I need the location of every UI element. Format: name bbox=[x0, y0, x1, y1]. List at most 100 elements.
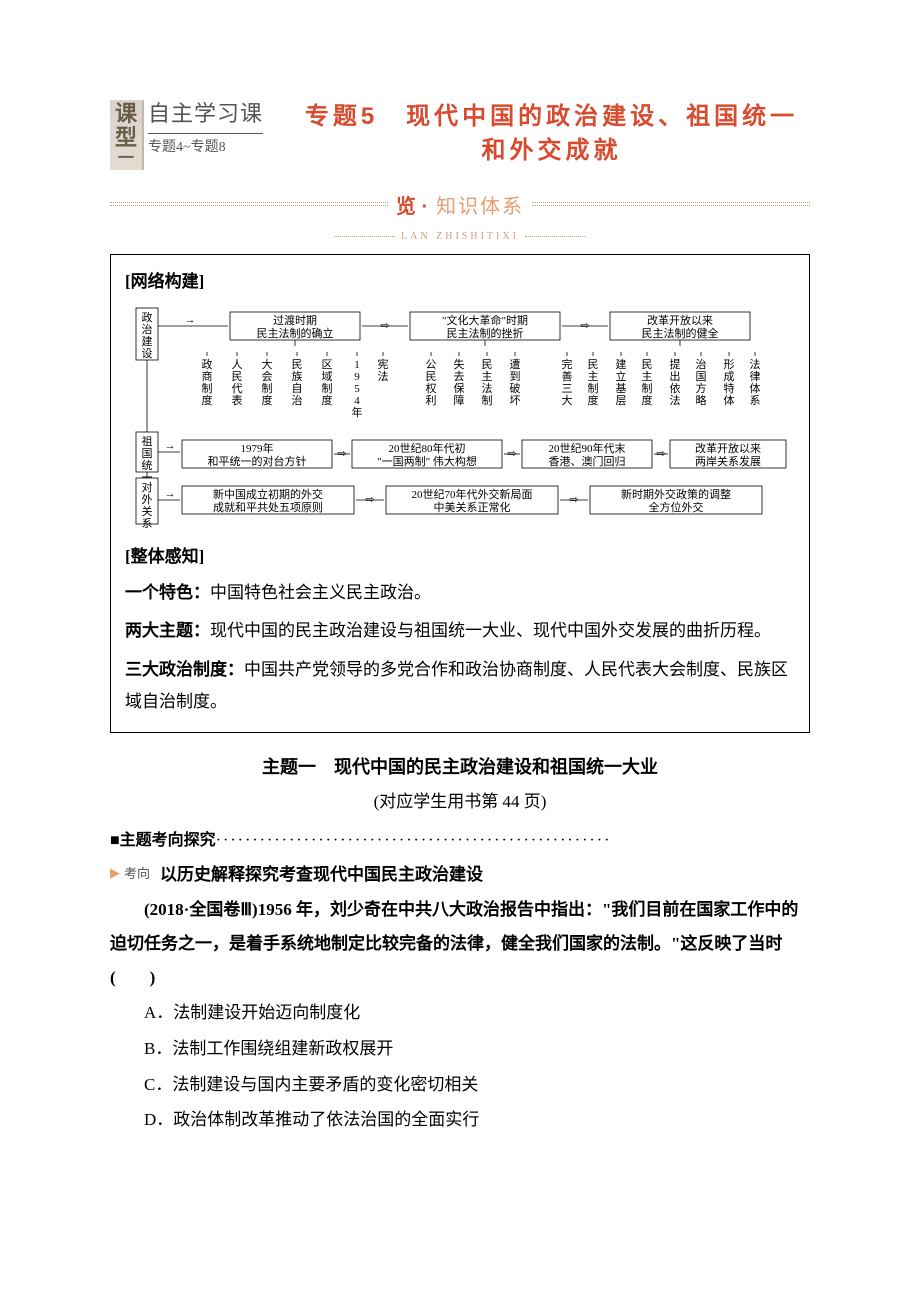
svg-text:区: 区 bbox=[322, 359, 333, 371]
answer-options: A．法制建设开始迈向制度化 B．法制工作围绕组建新政权展开 C．法制建设与国内主… bbox=[110, 995, 810, 1138]
svg-text:对: 对 bbox=[142, 480, 153, 494]
svg-text:民主法制的挫折: 民主法制的挫折 bbox=[447, 326, 524, 340]
svg-text:主: 主 bbox=[642, 370, 653, 383]
svg-text:法: 法 bbox=[670, 393, 681, 407]
svg-text:1: 1 bbox=[354, 359, 360, 371]
svg-text:制: 制 bbox=[322, 382, 333, 395]
svg-text:自: 自 bbox=[292, 382, 303, 395]
svg-text:⇨: ⇨ bbox=[656, 448, 665, 460]
summary-bold: 两大主题： bbox=[125, 621, 210, 640]
svg-text:坏: 坏 bbox=[510, 394, 521, 407]
svg-text:⇨: ⇨ bbox=[580, 320, 589, 332]
option-b: B．法制工作围绕组建新政权展开 bbox=[144, 1031, 810, 1067]
svg-text:出: 出 bbox=[670, 369, 681, 383]
badge-text: 自主学习课 专题4~专题8 bbox=[144, 100, 263, 156]
summary-bold: 一个特色： bbox=[125, 583, 210, 602]
rule-line bbox=[110, 202, 388, 206]
svg-text:族: 族 bbox=[292, 369, 303, 383]
svg-text:5: 5 bbox=[354, 383, 360, 395]
svg-text:过渡时期: 过渡时期 bbox=[273, 313, 317, 327]
svg-text:民: 民 bbox=[292, 359, 303, 371]
svg-text:度: 度 bbox=[642, 393, 653, 407]
svg-text:制: 制 bbox=[262, 382, 273, 395]
svg-text:律: 律 bbox=[750, 370, 761, 383]
svg-text:遭: 遭 bbox=[510, 357, 521, 371]
badge-char: 一 bbox=[110, 150, 142, 168]
svg-text:国: 国 bbox=[696, 370, 707, 383]
dots: ········································… bbox=[216, 832, 612, 849]
svg-text:系: 系 bbox=[142, 517, 153, 530]
svg-text:民: 民 bbox=[426, 371, 437, 383]
option-a: A．法制建设开始迈向制度化 bbox=[144, 995, 810, 1031]
svg-text:成就和平共处五项原则: 成就和平共处五项原则 bbox=[213, 500, 323, 514]
svg-text:度: 度 bbox=[322, 393, 333, 407]
section-marker: ■主题考向探究·································… bbox=[110, 826, 810, 850]
svg-text:制: 制 bbox=[482, 394, 493, 407]
lan-label: 览 · bbox=[388, 190, 436, 219]
rule-line bbox=[532, 202, 810, 206]
svg-text:公: 公 bbox=[426, 359, 437, 371]
svg-text:9: 9 bbox=[354, 371, 360, 383]
kaoxiang-label: 考向 bbox=[124, 863, 150, 882]
zhishi-label: 知识体系 bbox=[436, 190, 532, 219]
svg-text:提: 提 bbox=[670, 358, 681, 371]
badge-column: 课 型 一 bbox=[110, 100, 144, 170]
svg-text:法: 法 bbox=[378, 369, 389, 383]
section-label: ■主题考向探究 bbox=[110, 832, 216, 849]
svg-text:民: 民 bbox=[642, 359, 653, 371]
svg-text:代: 代 bbox=[232, 382, 243, 395]
svg-text:度: 度 bbox=[202, 393, 213, 407]
badge-char: 型 bbox=[110, 126, 142, 150]
svg-text:表: 表 bbox=[232, 393, 243, 407]
topic-range: 专题4~专题8 bbox=[148, 133, 263, 156]
svg-text:大: 大 bbox=[562, 393, 573, 407]
svg-text:成: 成 bbox=[724, 370, 735, 383]
svg-text:政: 政 bbox=[142, 310, 153, 324]
svg-text:民: 民 bbox=[232, 371, 243, 383]
svg-text:关: 关 bbox=[142, 504, 153, 518]
svg-text:障: 障 bbox=[454, 393, 465, 407]
svg-text:治: 治 bbox=[142, 322, 153, 336]
theme-title: 主题一 现代中国的民主政治建设和祖国统一大业 bbox=[110, 753, 810, 779]
direction-text: 以历史解释探究考查现代中国民主政治建设 bbox=[160, 860, 483, 885]
svg-text:完: 完 bbox=[562, 357, 573, 371]
svg-text:→: → bbox=[185, 314, 196, 326]
svg-text:⇨: ⇨ bbox=[380, 320, 389, 332]
svg-text:1979年: 1979年 bbox=[241, 441, 274, 455]
svg-text:"一国两制" 伟大构想: "一国两制" 伟大构想 bbox=[377, 454, 477, 468]
svg-text:20世纪80年代初: 20世纪80年代初 bbox=[389, 441, 466, 455]
svg-text:中美关系正常化: 中美关系正常化 bbox=[434, 500, 511, 514]
svg-text:基: 基 bbox=[616, 382, 627, 395]
frame-header: [整体感知] bbox=[125, 542, 795, 567]
svg-text:体: 体 bbox=[750, 381, 761, 395]
svg-text:大: 大 bbox=[262, 357, 273, 371]
svg-text:民: 民 bbox=[588, 359, 599, 371]
svg-text:体: 体 bbox=[724, 393, 735, 407]
svg-text:人: 人 bbox=[232, 358, 243, 371]
page-header: 课 型 一 自主学习课 专题4~专题8 专题5 现代中国的政治建设、祖国统一 和… bbox=[110, 100, 810, 170]
svg-text:全方位外交: 全方位外交 bbox=[649, 500, 704, 514]
svg-text:国: 国 bbox=[142, 447, 153, 460]
svg-text:主: 主 bbox=[482, 370, 493, 383]
svg-text:改革开放以来: 改革开放以来 bbox=[695, 441, 761, 455]
svg-text:权: 权 bbox=[426, 382, 437, 395]
svg-text:善: 善 bbox=[562, 369, 573, 383]
svg-text:法: 法 bbox=[750, 357, 761, 371]
svg-text:20世纪90年代末: 20世纪90年代末 bbox=[549, 441, 626, 455]
svg-text:治: 治 bbox=[696, 357, 707, 371]
svg-text:政: 政 bbox=[202, 357, 213, 371]
svg-text:三: 三 bbox=[562, 383, 573, 395]
svg-text:年: 年 bbox=[352, 405, 363, 419]
svg-text:系: 系 bbox=[750, 394, 761, 407]
svg-text:⇨: ⇨ bbox=[507, 448, 516, 460]
frame-header: [网络构建] bbox=[125, 267, 795, 292]
svg-text:和平统一的对台方针: 和平统一的对台方针 bbox=[208, 454, 307, 468]
svg-text:略: 略 bbox=[696, 393, 707, 407]
direction-line: ▶ 考向 以历史解释探究考查现代中国民主政治建设 bbox=[110, 860, 810, 885]
summary-text: 现代中国的民主政治建设与祖国统一大业、现代中国外交发展的曲折历程。 bbox=[210, 621, 771, 640]
option-d: D．政治体制改革推动了依法治国的全面实行 bbox=[144, 1102, 810, 1138]
arrow-icon: ▶ bbox=[110, 865, 120, 881]
svg-text:20世纪70年代外交新局面: 20世纪70年代外交新局面 bbox=[412, 487, 533, 501]
svg-text:统: 统 bbox=[142, 459, 153, 472]
page-reference: (对应学生用书第 44 页) bbox=[110, 787, 810, 812]
